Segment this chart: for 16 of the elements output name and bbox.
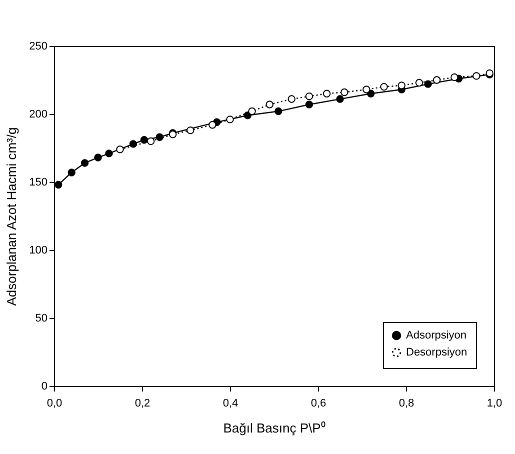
y-tick-label: 0	[41, 380, 48, 392]
x-tick-label: 0,2	[134, 398, 150, 410]
x-tick-label: 0,8	[398, 398, 414, 410]
x-tick-label: 1,0	[486, 398, 502, 410]
x-tick-label: 0,0	[46, 398, 62, 410]
legend-label: Adsorpsiyon	[406, 330, 467, 342]
y-tick-label: 200	[29, 108, 48, 120]
y-tick-label: 150	[29, 176, 48, 188]
y-tick-label: 100	[29, 244, 48, 256]
y-tick-label: 250	[29, 40, 48, 52]
x-tick-label: 0,6	[310, 398, 326, 410]
x-tick-label: 0,4	[222, 398, 238, 410]
y-axis-title: Adsorplanan Azot Hacmi cm³/g	[4, 127, 20, 306]
y-tick-label: 50	[35, 312, 48, 324]
legend-label: Desorpsiyon	[406, 346, 468, 358]
x-axis-title: Bağıl Basınç P\P⁰	[223, 420, 326, 436]
